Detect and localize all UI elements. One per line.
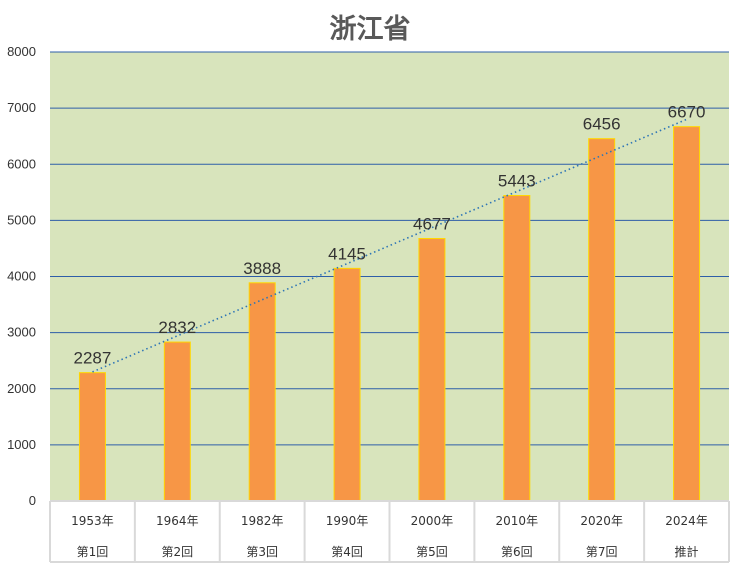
data-label: 6456 <box>583 115 621 134</box>
x-category-census: 第1回 <box>77 545 109 559</box>
y-tick-label: 7000 <box>7 100 36 115</box>
data-label: 4145 <box>328 244 366 263</box>
x-category-census: 推計 <box>675 544 699 559</box>
x-category-census: 第4回 <box>331 545 363 559</box>
x-category-year: 1982年 <box>241 514 284 528</box>
y-tick-label: 5000 <box>7 212 36 227</box>
bar <box>503 195 531 502</box>
x-category-census: 第6回 <box>501 545 533 559</box>
x-category-year: 1964年 <box>156 514 199 528</box>
x-category-year: 2020年 <box>580 514 623 528</box>
x-category-year: 2024年 <box>665 514 708 528</box>
data-label: 3888 <box>243 259 281 278</box>
x-category-year: 2000年 <box>411 514 454 528</box>
data-label: 4677 <box>413 215 451 234</box>
y-tick-label: 2000 <box>7 381 36 396</box>
y-tick-label: 6000 <box>7 156 36 171</box>
bar <box>673 126 701 502</box>
x-category-year: 2010年 <box>496 514 539 528</box>
y-tick-label: 3000 <box>7 325 36 340</box>
bar <box>78 372 106 502</box>
x-category-census: 第2回 <box>161 545 193 559</box>
bar <box>418 238 446 502</box>
x-category-year: 1953年 <box>71 514 114 528</box>
data-label: 2832 <box>158 318 196 337</box>
data-label: 6670 <box>668 103 706 122</box>
x-category-census: 第3回 <box>246 545 278 559</box>
chart-title: 浙江省 <box>330 14 411 45</box>
y-tick-label: 1000 <box>7 437 36 452</box>
data-label: 2287 <box>74 349 112 368</box>
bar <box>248 282 276 502</box>
x-category-census: 第5回 <box>416 545 448 559</box>
y-tick-label: 4000 <box>7 269 36 284</box>
bar <box>588 138 616 502</box>
x-category-census: 第7回 <box>586 545 618 559</box>
y-tick-label: 0 <box>29 493 36 508</box>
bar <box>163 341 191 502</box>
data-label: 5443 <box>498 172 536 191</box>
plot-area: 0 1000 2000 3000 4000 5000 6000 7000 8000 2287 283… <box>7 44 730 563</box>
y-tick-label: 8000 <box>7 44 36 59</box>
bar <box>333 267 361 502</box>
x-category-year: 1990年 <box>326 514 369 528</box>
